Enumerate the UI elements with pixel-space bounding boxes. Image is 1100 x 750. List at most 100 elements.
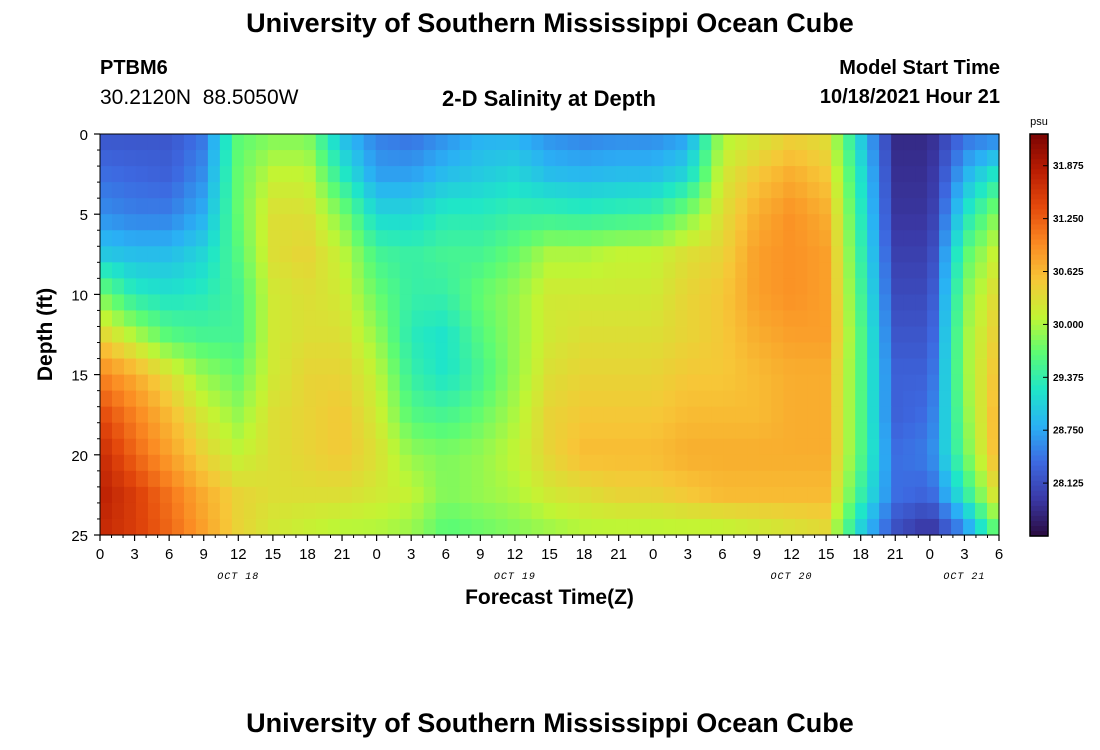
heatmap-cell (891, 326, 904, 344)
heatmap-cell (507, 358, 521, 376)
heatmap-cell (423, 166, 437, 183)
heatmap-cell (387, 438, 401, 456)
heatmap-cell (279, 230, 293, 247)
heatmap-cell (387, 326, 401, 344)
heatmap-cell (351, 310, 365, 328)
heatmap-cell (747, 134, 760, 151)
heatmap-cell (651, 262, 664, 279)
heatmap-cell (963, 214, 976, 231)
colorbar-swatch (1030, 520, 1048, 527)
heatmap-cell (135, 390, 149, 408)
heatmap-cell (339, 406, 353, 424)
heatmap-cell (771, 246, 784, 263)
heatmap-cell (615, 390, 629, 408)
heatmap-cell (687, 502, 700, 520)
heatmap-cell (171, 518, 185, 536)
heatmap-cell (591, 422, 605, 440)
heatmap-cell (315, 454, 329, 472)
heatmap-cell (711, 294, 724, 312)
heatmap-cell (639, 406, 652, 424)
heatmap-cell (363, 166, 377, 183)
heatmap-cell (100, 326, 113, 344)
heatmap-cell (327, 294, 341, 312)
heatmap-cell (267, 166, 281, 183)
heatmap-cell (555, 150, 569, 167)
heatmap-cell (879, 294, 892, 312)
heatmap-cell (687, 214, 700, 231)
heatmap-cell (783, 422, 796, 440)
colorbar-swatch (1030, 144, 1048, 150)
heatmap-cell (363, 502, 377, 520)
heatmap-cell (435, 262, 449, 279)
heatmap-cell (111, 486, 125, 504)
heatmap-cell (891, 166, 904, 183)
heatmap-cell (291, 390, 305, 408)
heatmap-cell (315, 150, 329, 167)
heatmap-cell (639, 310, 652, 328)
heatmap-cell (567, 518, 581, 536)
heatmap-cell (807, 422, 820, 440)
heatmap-cell (843, 358, 856, 376)
colorbar-swatch (1030, 350, 1048, 356)
heatmap-cell (195, 326, 209, 344)
heatmap-cell (663, 502, 676, 520)
heatmap-cell (111, 230, 125, 247)
heatmap-cell (447, 214, 461, 231)
heatmap-cell (387, 518, 401, 536)
heatmap-cell (591, 342, 605, 360)
heatmap-cell (783, 502, 796, 520)
colorbar-swatch (1030, 234, 1048, 241)
heatmap-cell (411, 310, 425, 328)
heatmap-cell (519, 486, 533, 504)
heatmap-cell (987, 166, 1000, 183)
heatmap-cell (100, 486, 113, 504)
heatmap-cell (855, 518, 868, 536)
heatmap-cell (699, 470, 712, 488)
heatmap-cell (783, 342, 796, 360)
heatmap-cell (399, 326, 413, 344)
heatmap-cell (615, 198, 629, 215)
heatmap-cell (339, 150, 353, 167)
heatmap-cell (531, 358, 545, 376)
heatmap-cell (603, 342, 617, 360)
heatmap-cell (795, 262, 808, 279)
heatmap-cell (579, 470, 593, 488)
heatmap-cell (975, 470, 988, 488)
heatmap-cell (363, 246, 377, 263)
heatmap-cell (975, 310, 988, 328)
heatmap-cell (219, 198, 233, 215)
heatmap-cell (123, 166, 137, 183)
heatmap-cell (963, 422, 976, 440)
heatmap-cell (135, 198, 149, 215)
heatmap-cell (375, 246, 389, 263)
heatmap-cell (123, 518, 137, 536)
heatmap-cell (567, 342, 581, 360)
heatmap-cell (543, 470, 557, 488)
heatmap-cell (351, 166, 365, 183)
heatmap-cell (291, 246, 305, 263)
heatmap-cell (651, 358, 664, 376)
heatmap-cell (843, 326, 856, 344)
heatmap-cell (747, 166, 760, 183)
heatmap-cell (927, 150, 940, 167)
heatmap-cell (555, 438, 569, 456)
heatmap-cell (579, 230, 593, 247)
heatmap-cell (759, 278, 772, 295)
heatmap-cell (411, 342, 425, 360)
heatmap-cell (867, 342, 880, 360)
heatmap-cell (303, 326, 317, 344)
heatmap-cell (135, 518, 149, 536)
heatmap-cell (807, 470, 820, 488)
heatmap-cell (339, 262, 353, 279)
heatmap-cell (903, 406, 916, 424)
heatmap-cell (483, 390, 497, 408)
heatmap-cell (939, 262, 952, 279)
heatmap-cell (147, 294, 161, 312)
heatmap-cell (327, 358, 341, 376)
heatmap-cell (795, 358, 808, 376)
heatmap-cell (375, 150, 389, 167)
colorbar-swatch (1030, 470, 1048, 477)
heatmap-cell (819, 406, 832, 424)
heatmap-cell (351, 390, 365, 408)
heatmap-cell (159, 246, 173, 263)
